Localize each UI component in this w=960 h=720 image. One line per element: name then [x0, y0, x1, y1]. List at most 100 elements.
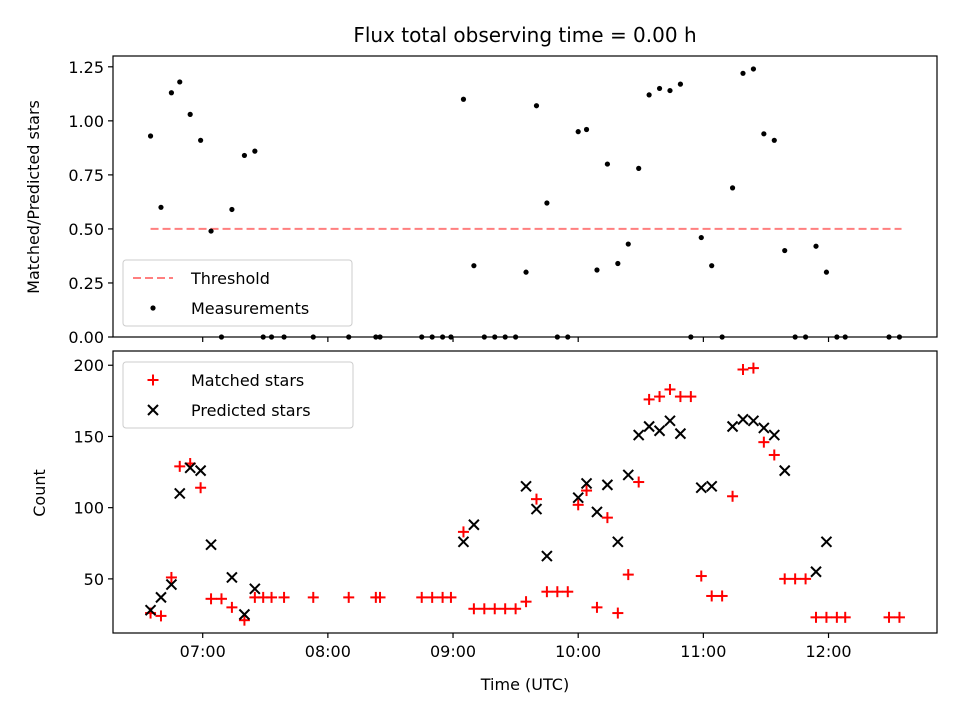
bottom-series-0-point-35	[591, 601, 603, 613]
bottom-x-tick-label-4: 11:00	[680, 642, 726, 661]
bottom-series-1-point-22	[643, 420, 655, 433]
bottom-series-0-point-7	[215, 593, 227, 605]
top-series-0-point-49	[740, 70, 746, 76]
top-series-0-point-40	[646, 92, 652, 98]
bottom-legend-label-1: Predicted stars	[191, 401, 311, 420]
top-series-0-point-22	[460, 96, 467, 102]
bottom-series-1-point-8	[238, 608, 251, 621]
bottom-series-1-point-14	[541, 550, 553, 562]
bottom-series-0-point-1	[155, 610, 167, 622]
bottom-y-tick-label-2: 150	[73, 427, 104, 446]
bottom-series-0-point-39	[633, 476, 645, 488]
bottom-series-0-point-59	[839, 611, 851, 623]
bottom-series-1-point-18	[601, 479, 614, 491]
top-series-0-point-9	[241, 152, 248, 159]
bottom-series-1-point-4	[184, 462, 196, 474]
bottom-x-tick-label-0: 07:00	[180, 642, 226, 661]
bottom-series-0-point-31	[551, 586, 563, 598]
bottom-series-1-point-32	[768, 429, 780, 441]
top-series-0-point-52	[771, 137, 777, 143]
bottom-series-1-point-10	[457, 536, 470, 548]
bottom-legend: Matched stars Predicted stars	[122, 361, 354, 429]
bottom-series-0-point-61	[893, 611, 905, 623]
top-series-0-point-5	[198, 137, 204, 143]
bottom-series-0-point-48	[727, 490, 739, 502]
bottom-series-1-point-34	[810, 566, 822, 578]
top-series-0-point-56	[813, 243, 819, 249]
bottom-series-1-point-12	[520, 480, 532, 493]
bottom-y-tick-label-0: 50	[84, 570, 104, 589]
top-series-0-point-35	[594, 267, 600, 273]
bottom-series-0-point-37	[612, 607, 624, 619]
bottom-series-0-point-55	[800, 573, 812, 585]
bottom-series-1-point-24	[664, 415, 676, 427]
bottom-series-1-point-28	[726, 420, 739, 433]
bottom-axes-frame	[112, 350, 938, 634]
bottom-legend-box	[122, 361, 354, 429]
bottom-series-1-point-11	[468, 519, 480, 531]
bottom-series-1-point-19	[612, 536, 624, 548]
bottom-series-1-point-13	[530, 503, 543, 515]
top-series-0-point-38	[625, 241, 631, 247]
bottom-y-tick-label-1: 100	[73, 499, 104, 518]
bottom-series-0-point-29	[530, 493, 542, 505]
top-y-tick-label-4: 1.00	[68, 112, 104, 131]
bottom-series-1-point-26	[695, 482, 707, 494]
bottom-series-0-point-5	[195, 482, 207, 494]
bottom-series-1-point-17	[591, 506, 603, 518]
top-series-0-point-50	[750, 66, 757, 72]
bottom-series-0-point-42	[664, 383, 676, 395]
top-series-0-point-23	[471, 263, 477, 269]
top-series-0-point-48	[729, 185, 736, 191]
bottom-plot-area: 50 100 150 200 07:00 08:00 09:00 10:00 11:00 12:0…	[73, 350, 938, 661]
top-legend-label-1: Measurements	[191, 299, 309, 318]
bottom-series-1-point-21	[632, 429, 645, 441]
bottom-x-tick-label-3: 10:00	[555, 642, 601, 661]
top-legend: Threshold Measurements	[122, 259, 353, 327]
bottom-series-0-point-22	[457, 526, 469, 538]
bottom-series-1-point-16	[580, 477, 593, 490]
bottom-series-1-point-30	[747, 415, 760, 427]
bottom-x-tick-label-1: 08:00	[305, 642, 351, 661]
bottom-series-0-point-30	[541, 586, 553, 598]
bottom-series-0-point-15	[343, 591, 355, 603]
bottom-series-1-point-27	[705, 480, 718, 493]
bottom-series-0-point-46	[706, 590, 718, 602]
bottom-series-0-point-25	[489, 603, 501, 615]
top-series-0-point-46	[709, 263, 715, 269]
bottom-series-0-point-50	[747, 362, 759, 374]
top-axes-frame	[112, 55, 938, 338]
top-chart-title: Flux total observing time = 0.00 h	[353, 23, 696, 47]
bottom-series-1-point-9	[249, 583, 261, 595]
top-series-0-point-36	[604, 161, 611, 167]
bottom-series-0-point-54	[789, 573, 801, 585]
bottom-series-0-point-45	[695, 570, 707, 582]
bottom-series-1-point-29	[737, 413, 749, 426]
bottom-legend-swatch-0	[147, 374, 159, 386]
bottom-series-1-point-0	[144, 604, 157, 616]
top-series-0-point-29	[533, 103, 540, 109]
bottom-series-0-point-51	[758, 436, 770, 448]
bottom-series-0-point-53	[779, 573, 791, 585]
bottom-series-0-point-47	[716, 590, 728, 602]
bottom-series-1-point-7	[226, 571, 238, 584]
top-y-tick-label-1: 0.25	[68, 274, 104, 293]
bottom-legend-label-0: Matched stars	[191, 371, 304, 390]
bottom-series-0-point-44	[685, 391, 697, 403]
bottom-series-0-point-27	[510, 603, 522, 615]
bottom-series-1-point-23	[653, 425, 666, 437]
bottom-series-0-point-8	[226, 601, 238, 613]
bottom-series-1-point-20	[622, 469, 634, 481]
top-data-layer	[147, 66, 903, 340]
bottom-series-1-point-3	[174, 487, 186, 500]
bottom-series-0-point-6	[205, 593, 217, 605]
bottom-legend-swatch-1	[147, 404, 159, 416]
top-series-0-point-51	[761, 131, 767, 137]
bottom-series-0-point-32	[562, 586, 574, 598]
bottom-series-0-point-57	[820, 611, 832, 623]
top-legend-swatch-1	[150, 305, 156, 311]
bottom-series-0-point-2	[165, 571, 177, 583]
bottom-y-axis-label: Count	[30, 469, 49, 517]
bottom-series-0-point-41	[654, 391, 666, 403]
